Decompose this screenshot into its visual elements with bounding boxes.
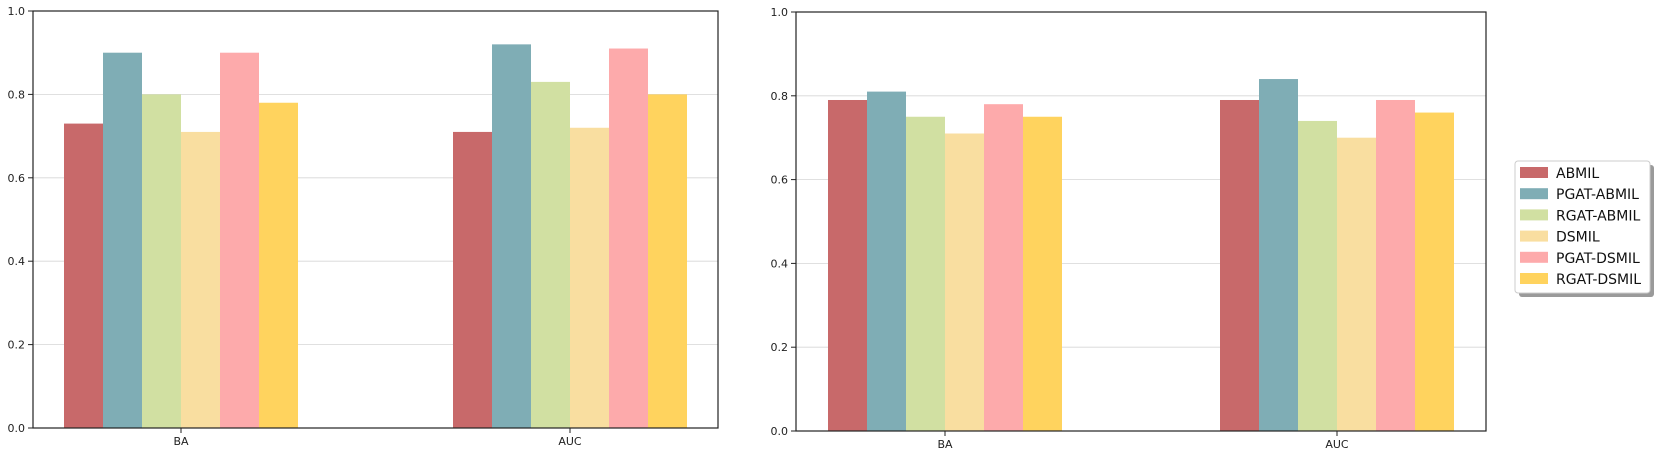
bar-abmil-ba xyxy=(64,123,103,428)
legend-label: RGAT-DSMIL xyxy=(1556,272,1641,288)
legend-swatch xyxy=(1520,188,1548,200)
legend-label: PGAT-ABMIL xyxy=(1556,187,1639,203)
bar-rgat-abmil-ba xyxy=(906,116,945,431)
y-tick-label: 0.8 xyxy=(8,88,26,101)
bar-pgat-dsmil-auc xyxy=(609,48,648,428)
bar-rgat-abmil-ba xyxy=(142,94,181,429)
legend-box xyxy=(1514,160,1651,294)
y-tick-label: 0.4 xyxy=(8,255,26,268)
legend-swatch xyxy=(1520,273,1548,284)
bar-dsmil-auc xyxy=(1337,137,1376,431)
bar-abmil-auc xyxy=(453,131,492,428)
bar-pgat-abmil-auc xyxy=(492,44,531,429)
legend-label: RGAT-ABMIL xyxy=(1556,208,1640,224)
y-tick-label: 0.4 xyxy=(771,257,789,270)
y-tick-label: 0.8 xyxy=(771,90,789,103)
legend-swatch xyxy=(1520,230,1548,242)
bar-pgat-abmil-ba xyxy=(867,91,906,432)
bar-pgat-dsmil-ba xyxy=(984,104,1023,432)
bar-rgat-abmil-auc xyxy=(1298,120,1337,431)
x-tick-label: AUC xyxy=(558,435,582,448)
bar-abmil-ba xyxy=(828,99,867,432)
y-tick-label: 0.2 xyxy=(8,339,26,352)
y-tick-label: 0.2 xyxy=(771,341,789,354)
legend: ABMIL PGAT-ABMIL RGAT-ABMIL DSMIL PGAT-DSMIL… xyxy=(1514,160,1654,297)
bar-pgat-dsmil-auc xyxy=(1376,99,1415,432)
bar-rgat-abmil-auc xyxy=(531,81,570,428)
x-tick-label: BA xyxy=(173,435,189,448)
axes-frame xyxy=(32,10,719,429)
chart-panel-2: 0.0 0.2 0.4 0.6 0.8 1.0 BA AUC xyxy=(771,6,1487,451)
bar-rgat-dsmil-ba xyxy=(1023,116,1062,431)
axes-frame xyxy=(795,11,1487,432)
chart-panel-1: 0.0 0.2 0.4 0.6 0.8 1.0 BA AUC xyxy=(8,5,719,448)
y-tick-label: 1.0 xyxy=(771,6,789,19)
bar-rgat-dsmil-ba xyxy=(259,102,298,429)
bar-pgat-abmil-ba xyxy=(103,52,142,428)
bar-pgat-abmil-auc xyxy=(1259,79,1298,431)
legend-swatch xyxy=(1520,167,1548,178)
x-tick-label: AUC xyxy=(1325,438,1349,451)
y-tick-label: 0.0 xyxy=(8,422,26,435)
bar-abmil-auc xyxy=(1220,99,1259,432)
bar-dsmil-auc xyxy=(570,127,609,428)
y-tick-label: 1.0 xyxy=(8,5,26,18)
bar-rgat-dsmil-auc xyxy=(648,94,687,429)
legend-swatch xyxy=(1520,209,1548,221)
legend-swatch xyxy=(1520,251,1548,263)
legend-label: ABMIL xyxy=(1556,166,1599,182)
bar-dsmil-ba xyxy=(181,131,220,428)
legend-label: DSMIL xyxy=(1556,230,1600,246)
y-tick-label: 0.6 xyxy=(8,172,26,185)
bar-pgat-dsmil-ba xyxy=(220,52,259,428)
y-tick-label: 0.0 xyxy=(771,425,789,438)
bar-rgat-dsmil-auc xyxy=(1415,112,1454,431)
bar-dsmil-ba xyxy=(945,133,984,431)
y-tick-label: 0.6 xyxy=(771,174,789,187)
legend-label: PGAT-DSMIL xyxy=(1556,251,1640,267)
x-tick-label: BA xyxy=(937,438,953,451)
